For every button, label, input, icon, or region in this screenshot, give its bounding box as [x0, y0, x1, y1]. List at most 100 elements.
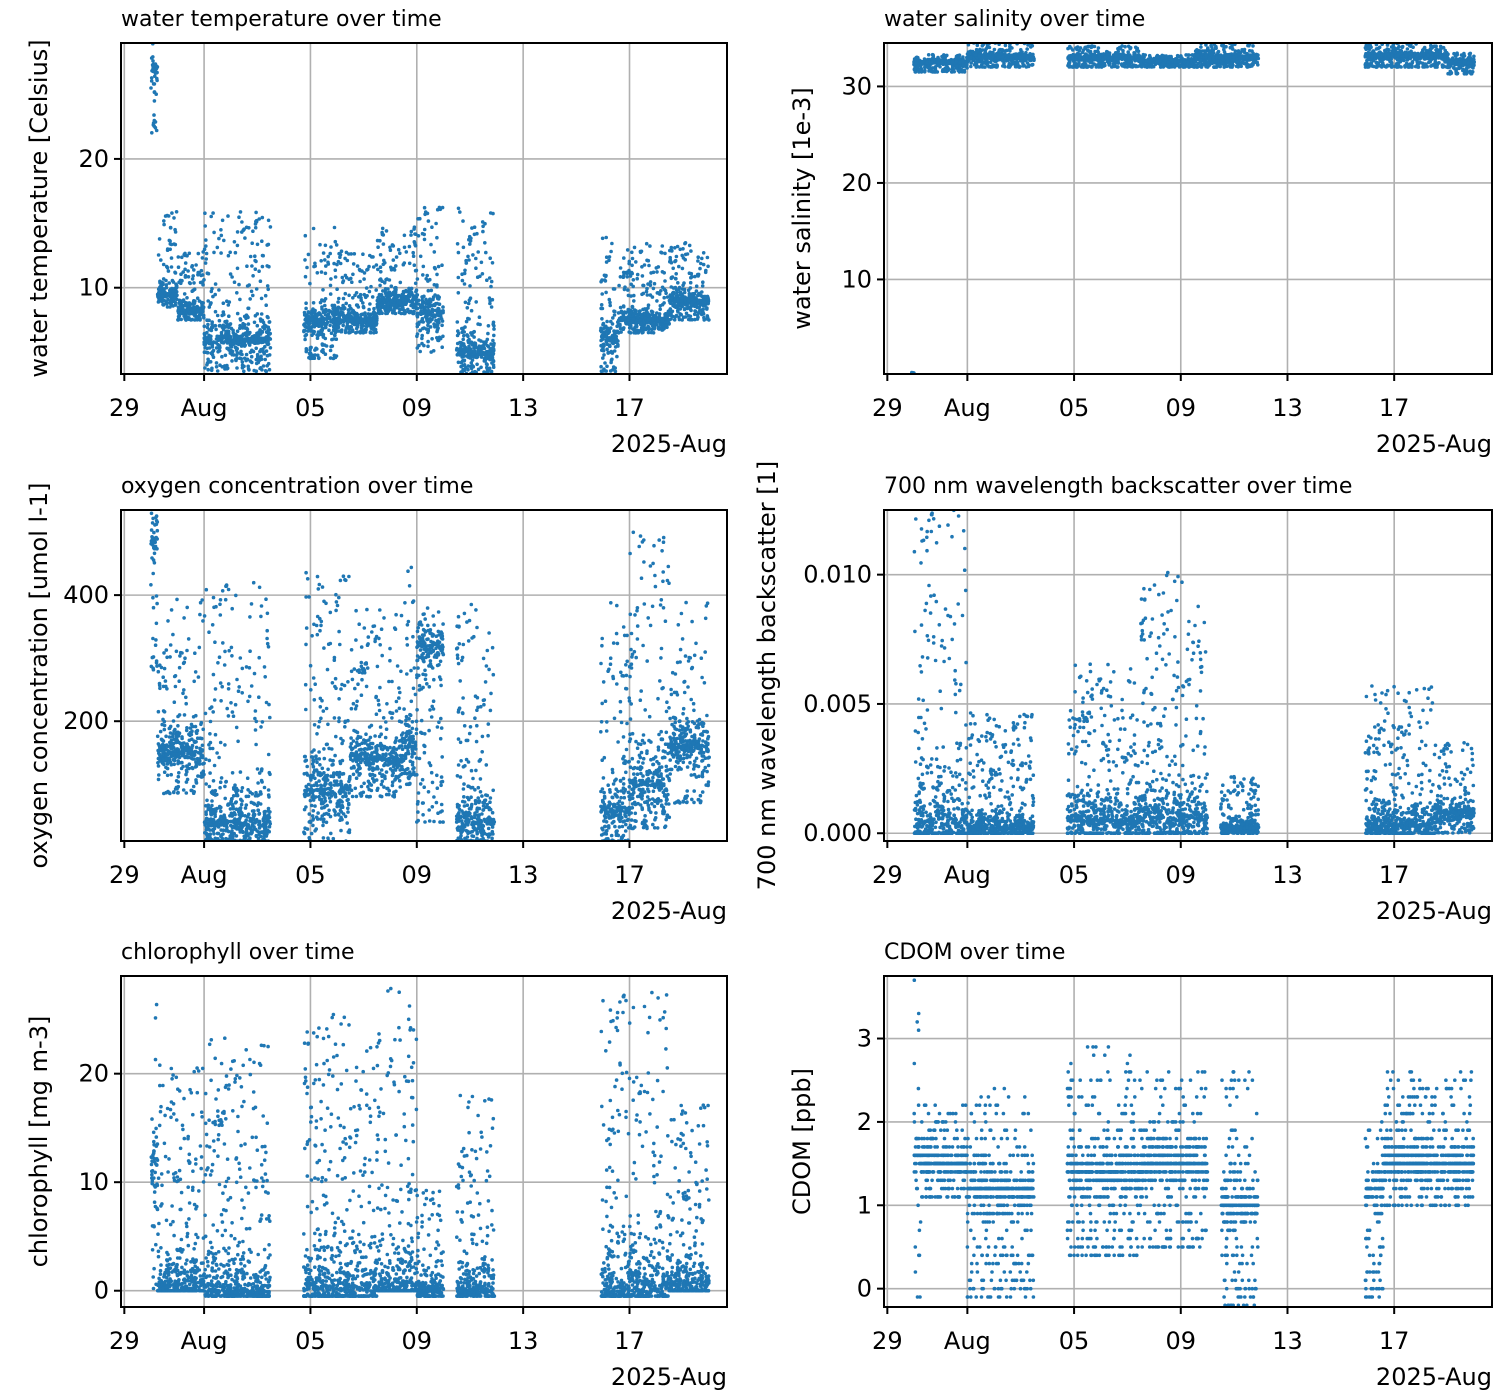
- data-point: [456, 206, 461, 211]
- data-point: [485, 343, 490, 348]
- data-point: [461, 358, 466, 363]
- data-point: [665, 295, 670, 299]
- data-point: [253, 267, 258, 272]
- data-point: [376, 297, 381, 302]
- data-point: [352, 252, 357, 256]
- data-point: [488, 357, 492, 362]
- data-point: [323, 336, 328, 341]
- data-point: [340, 275, 345, 280]
- data-point: [949, 70, 954, 74]
- data-point: [466, 334, 470, 339]
- data-point: [670, 293, 674, 298]
- data-point: [1026, 43, 1030, 47]
- data-point: [217, 318, 222, 323]
- data-point: [221, 301, 226, 306]
- data-point: [209, 334, 213, 339]
- data-point: [436, 264, 441, 269]
- data-point: [1077, 49, 1082, 53]
- data-point: [400, 305, 405, 310]
- data-point: [317, 320, 321, 325]
- data-point: [207, 305, 212, 309]
- data-point: [322, 309, 326, 313]
- data-point: [463, 268, 467, 273]
- data-point: [487, 366, 492, 371]
- data-point: [942, 67, 947, 71]
- data-point: [625, 275, 629, 279]
- data-point: [183, 275, 188, 279]
- data-point: [307, 321, 312, 326]
- data-point: [950, 59, 955, 64]
- data-point: [331, 312, 335, 316]
- data-point: [461, 363, 466, 368]
- data-point: [698, 298, 703, 303]
- data-point: [607, 297, 612, 302]
- data-point: [435, 336, 439, 340]
- data-point: [321, 288, 325, 292]
- data-point: [153, 120, 158, 124]
- data-point: [1001, 64, 1005, 68]
- data-point: [327, 328, 331, 333]
- data-point: [315, 271, 320, 275]
- data-point: [254, 346, 258, 351]
- data-point: [220, 337, 224, 341]
- data-point: [168, 225, 173, 230]
- data-point: [361, 301, 365, 305]
- data-point: [242, 314, 247, 319]
- data-point: [422, 205, 427, 210]
- data-point: [260, 368, 264, 372]
- data-point: [238, 317, 243, 321]
- data-point: [336, 308, 340, 313]
- data-point: [651, 286, 656, 291]
- data-point: [156, 253, 161, 257]
- data-point: [381, 262, 386, 267]
- data-point: [240, 220, 244, 224]
- data-point: [332, 323, 336, 328]
- data-point: [341, 296, 346, 301]
- data-point: [460, 355, 465, 359]
- data-point: [456, 329, 460, 333]
- data-point: [169, 302, 174, 307]
- data-point: [677, 317, 682, 322]
- data-point: [334, 243, 339, 247]
- data-point: [173, 230, 178, 234]
- data-point: [213, 323, 218, 328]
- data-point: [336, 305, 341, 310]
- data-point: [351, 262, 356, 266]
- data-point: [322, 299, 327, 303]
- data-point: [196, 251, 201, 256]
- data-point: [992, 47, 997, 52]
- data-point: [415, 293, 420, 297]
- data-point: [625, 248, 630, 252]
- data-point: [456, 275, 461, 280]
- data-point: [693, 274, 697, 279]
- data-point: [678, 312, 682, 316]
- data-point: [676, 310, 680, 314]
- data-point: [303, 258, 307, 262]
- data-point: [703, 270, 708, 275]
- data-point: [234, 348, 239, 352]
- data-point: [199, 273, 203, 278]
- data-point: [220, 325, 225, 330]
- data-point: [635, 272, 640, 277]
- data-point: [434, 308, 438, 313]
- data-point: [969, 55, 973, 60]
- data-point: [217, 349, 222, 353]
- data-point: [202, 342, 206, 347]
- data-point: [603, 274, 608, 279]
- data-point: [475, 231, 479, 236]
- data-point: [318, 242, 322, 247]
- data-point: [466, 316, 470, 321]
- data-point: [151, 59, 155, 63]
- data-point: [203, 261, 208, 265]
- data-point: [470, 358, 475, 362]
- data-point: [379, 270, 383, 274]
- data-point: [305, 265, 309, 270]
- data-point: [662, 271, 666, 275]
- data-point: [168, 242, 173, 246]
- data-point: [219, 251, 223, 255]
- data-point: [614, 337, 619, 342]
- data-point: [306, 329, 310, 333]
- data-point: [242, 324, 246, 329]
- data-point: [1095, 49, 1100, 53]
- data-point: [937, 57, 941, 62]
